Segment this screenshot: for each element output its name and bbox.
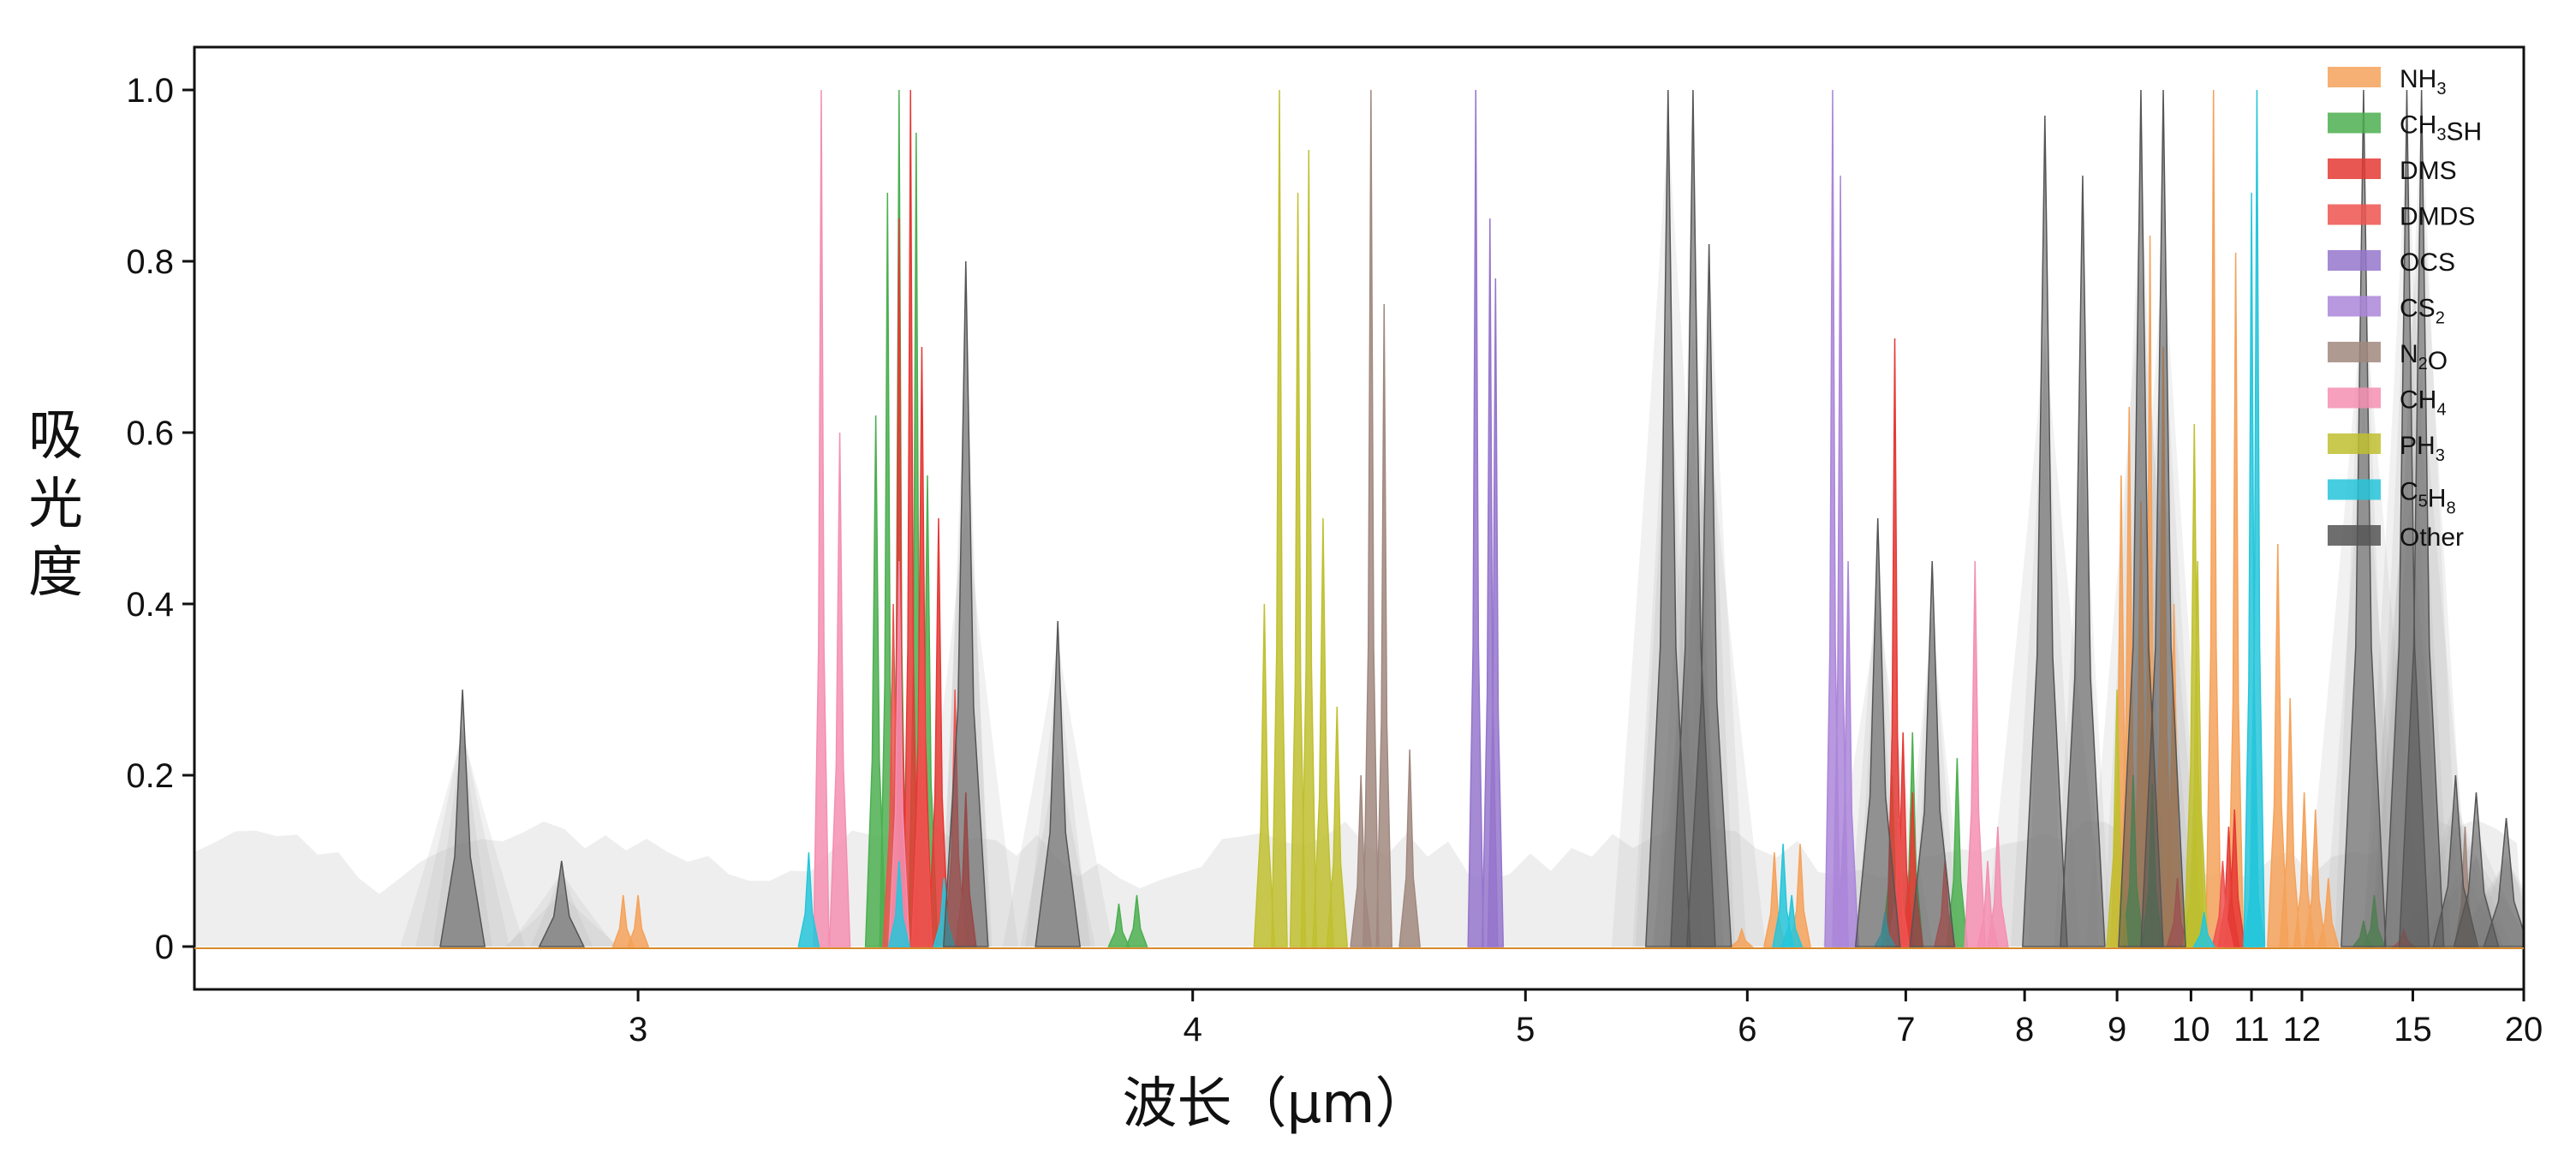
peak-nh3 — [2279, 697, 2301, 947]
x-axis: 3 4 5 6 7 8 9 10 11 12 15 20 — [629, 989, 2543, 1048]
peak-other — [2340, 89, 2387, 947]
y-tick-label: 0.8 — [126, 243, 174, 281]
peak-other — [2483, 817, 2524, 947]
peak-other — [2140, 89, 2186, 947]
legend: NH3 CH3SH DMS DMDS OCS CS2 N2O CH4 PH3 C5H8 Other — [2328, 65, 2482, 552]
series-ch4 — [813, 89, 2009, 947]
y-axis-title: 吸光度 — [28, 404, 83, 605]
legend-swatch-cs2 — [2328, 296, 2381, 317]
peak-ocs — [1487, 278, 1505, 947]
legend-label-other: Other — [2400, 523, 2464, 552]
peak-dmds — [2211, 860, 2234, 947]
peak-other — [1909, 560, 1956, 947]
legend-swatch-dmds — [2328, 204, 2381, 225]
peak-ph3 — [1312, 517, 1334, 947]
series-layer — [439, 89, 2524, 947]
peak-c5h8 — [2243, 792, 2266, 947]
peak-other — [1035, 620, 1082, 947]
peak-nh3 — [627, 894, 650, 947]
peak-c5h8 — [2192, 911, 2215, 947]
legend-swatch-ch4 — [2328, 387, 2381, 409]
peak-c5h8 — [887, 860, 910, 947]
x-tick-label: 20 — [2505, 1011, 2543, 1048]
legend-swatch-nh3 — [2328, 67, 2381, 87]
peak-ch3sh — [1107, 903, 1130, 947]
legend-label-ch3sh: CH3SH — [2400, 111, 2482, 146]
x-tick-label: 7 — [1896, 1011, 1915, 1048]
peak-c5h8 — [797, 851, 820, 947]
peak-other — [1685, 243, 1732, 947]
legend-label-n2o: N2O — [2400, 340, 2448, 375]
x-tick-label: 8 — [2015, 1011, 2034, 1048]
x-tick-label: 4 — [1184, 1011, 1202, 1048]
x-tick-label: 11 — [2233, 1011, 2269, 1048]
x-tick-label: 9 — [2108, 1011, 2126, 1048]
peak-nh3 — [2317, 877, 2340, 947]
legend-label-nh3: NH3 — [2400, 65, 2446, 99]
y-axis: 0 0.2 0.4 0.6 0.8 1.0 — [126, 72, 194, 966]
series-other — [439, 89, 2524, 947]
peak-dms — [2223, 809, 2246, 947]
peak-ph3 — [1271, 89, 1288, 947]
legend-label-ph3: PH3 — [2400, 432, 2445, 465]
peak-n2o — [1375, 303, 1392, 947]
peak-other — [439, 689, 486, 947]
legend-swatch-other — [2328, 525, 2381, 546]
x-tick-label: 10 — [2172, 1011, 2210, 1048]
series-ph3 — [1253, 89, 2209, 947]
plot-frame — [193, 45, 2525, 991]
legend-label-cs2: CS2 — [2400, 295, 2445, 328]
peak-other — [538, 860, 585, 947]
series-ocs — [1467, 89, 1505, 947]
peak-n2o — [1363, 89, 1380, 947]
legend-swatch-ocs — [2328, 250, 2381, 271]
x-tick-label: 3 — [629, 1011, 647, 1048]
peak-ch4 — [1977, 860, 1999, 947]
peak-other — [2060, 175, 2106, 947]
peak-dmds — [910, 517, 933, 947]
peak-nh3 — [2204, 89, 2222, 947]
background-absorption-envelope — [194, 92, 2524, 947]
y-tick-label: 0 — [155, 929, 174, 966]
peak-other — [1854, 517, 1901, 947]
x-tick-label: 5 — [1516, 1011, 1535, 1048]
peak-n2o — [1350, 774, 1373, 947]
legend-label-ch4: CH4 — [2400, 386, 2446, 420]
series-n2o — [1350, 89, 2477, 947]
legend-label-ocs: OCS — [2400, 248, 2455, 277]
peak-ph3 — [1253, 603, 1276, 947]
legend-label-dmds: DMDS — [2400, 203, 2475, 231]
peak-c5h8 — [1780, 894, 1804, 947]
legend-swatch-n2o — [2328, 342, 2381, 362]
peak-ch4 — [813, 89, 830, 947]
x-tick-label: 15 — [2394, 1011, 2432, 1048]
legend-swatch-ph3 — [2328, 433, 2381, 454]
peak-ph3 — [1326, 706, 1349, 947]
y-tick-label: 1.0 — [126, 72, 174, 110]
series-c5h8 — [797, 89, 2266, 947]
peak-nh3 — [1729, 927, 1754, 947]
legend-swatch-dms — [2328, 158, 2381, 179]
peak-n2o — [1398, 749, 1421, 947]
x-axis-title: 波长（μm） — [1122, 1072, 1429, 1136]
legend-label-c5h8: C5H8 — [2400, 478, 2456, 518]
legend-swatch-c5h8 — [2328, 479, 2381, 500]
y-tick-label: 0.6 — [126, 415, 174, 452]
peak-ch3sh — [1125, 894, 1148, 947]
legend-swatch-ch3sh — [2328, 112, 2381, 134]
peak-ch4 — [1986, 826, 2009, 947]
x-tick-label: 6 — [1738, 1011, 1756, 1048]
y-tick-label: 0.4 — [126, 586, 174, 624]
peak-ocs — [1467, 89, 1485, 947]
legend-label-dms: DMS — [2400, 157, 2457, 185]
peak-ph3 — [1300, 149, 1318, 947]
y-tick-label: 0.2 — [126, 757, 174, 795]
peak-other — [942, 260, 989, 947]
x-tick-label: 12 — [2283, 1011, 2322, 1048]
peak-ch4 — [828, 432, 851, 947]
peak-ch3sh — [1946, 757, 1969, 947]
peak-ch4 — [1964, 560, 1987, 947]
